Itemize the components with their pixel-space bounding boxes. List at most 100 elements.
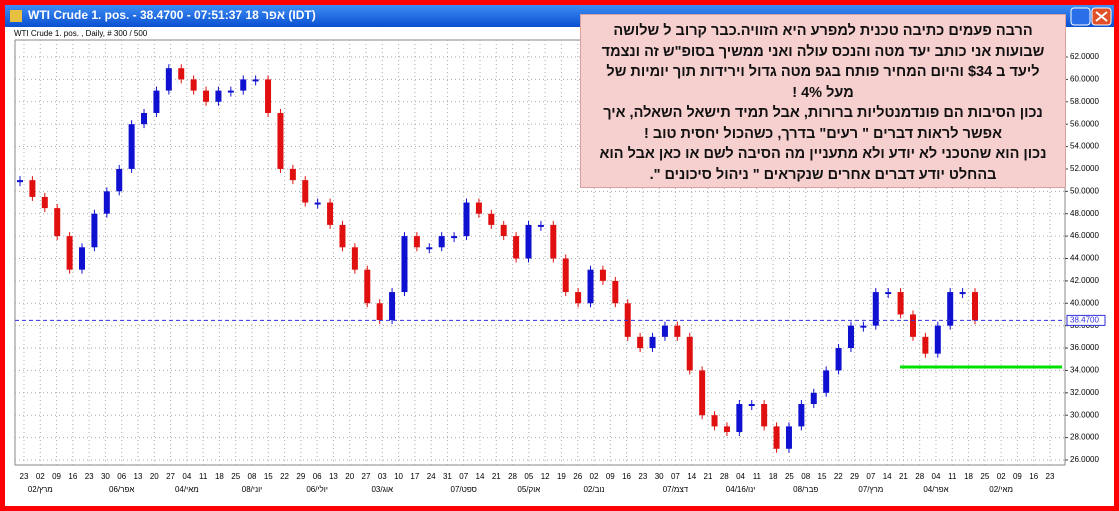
x-tick-label: 14 bbox=[476, 472, 485, 481]
y-tick-label: 46.0000 bbox=[1070, 231, 1099, 240]
x-tick-label: 02 bbox=[36, 472, 45, 481]
candle bbox=[860, 325, 867, 328]
x-tick-label: 05 bbox=[524, 472, 533, 481]
candle bbox=[265, 79, 272, 113]
candle bbox=[128, 124, 135, 169]
month-label: 04/אפר bbox=[923, 485, 948, 494]
restore-button[interactable] bbox=[1070, 7, 1091, 26]
candle bbox=[66, 236, 73, 270]
note-line: אפשר לראות דברים " רעים" בדרך, כשהכול יח… bbox=[644, 125, 1002, 142]
x-tick-label: 04 bbox=[182, 472, 191, 481]
candle bbox=[897, 292, 904, 315]
candle bbox=[922, 336, 929, 354]
note-line: שבועות אני כותב יעד מטה והנכס עולה ואני … bbox=[601, 43, 1045, 60]
candle bbox=[29, 180, 36, 197]
candle bbox=[389, 292, 396, 321]
candle bbox=[17, 180, 23, 183]
month-label: 06/אפר bbox=[109, 485, 134, 494]
note-line: ליעד ב $34 והיום המחיר פותח בגפ מטה גדול… bbox=[606, 64, 1040, 80]
candle bbox=[141, 112, 148, 125]
x-tick-label: 25 bbox=[231, 472, 240, 481]
candle bbox=[314, 202, 321, 205]
x-tick-label: 02 bbox=[590, 472, 599, 481]
candle bbox=[364, 269, 371, 304]
x-tick-label: 15 bbox=[264, 472, 273, 481]
y-tick-label: 58.0000 bbox=[1070, 97, 1099, 106]
candle bbox=[810, 392, 817, 404]
candle bbox=[438, 236, 445, 248]
candle bbox=[500, 224, 507, 237]
candle bbox=[525, 224, 532, 259]
y-tick-label: 62.0000 bbox=[1070, 52, 1099, 61]
candle bbox=[351, 247, 358, 270]
candle bbox=[153, 90, 160, 113]
x-tick-label: 23 bbox=[20, 472, 29, 481]
candle bbox=[413, 236, 420, 248]
x-tick-label: 25 bbox=[980, 472, 989, 481]
x-tick-label: 15 bbox=[818, 472, 827, 481]
y-tick-label: 28.0000 bbox=[1070, 433, 1099, 442]
candle bbox=[909, 314, 916, 337]
x-tick-label: 16 bbox=[68, 472, 77, 481]
month-label: 02/מרץ bbox=[28, 485, 53, 494]
x-tick-label: 22 bbox=[280, 472, 289, 481]
candle bbox=[872, 292, 879, 326]
y-tick-label: 48.0000 bbox=[1070, 209, 1099, 218]
candle bbox=[376, 303, 383, 321]
x-tick-label: 19 bbox=[557, 472, 566, 481]
candle bbox=[426, 247, 433, 250]
y-tick-label: 52.0000 bbox=[1070, 164, 1099, 173]
month-label: 03/אוג bbox=[371, 485, 393, 494]
candle bbox=[302, 180, 309, 203]
candle bbox=[587, 269, 594, 304]
y-tick-label: 56.0000 bbox=[1070, 119, 1099, 128]
candle bbox=[537, 224, 544, 227]
candle bbox=[339, 224, 346, 248]
candle bbox=[252, 79, 259, 82]
candle bbox=[661, 325, 668, 337]
x-tick-label: 27 bbox=[166, 472, 175, 481]
candle bbox=[711, 415, 718, 427]
current-price-box bbox=[1066, 314, 1106, 326]
candle bbox=[699, 370, 706, 416]
candle bbox=[178, 68, 185, 80]
month-label: 04/מאי bbox=[175, 485, 199, 494]
candle bbox=[41, 196, 48, 209]
x-tick-label: 22 bbox=[834, 472, 843, 481]
x-tick-label: 10 bbox=[394, 472, 403, 481]
candle bbox=[190, 79, 197, 91]
candle bbox=[562, 258, 569, 293]
x-tick-label: 26 bbox=[573, 472, 582, 481]
candle bbox=[215, 90, 222, 102]
x-tick-label: 07 bbox=[459, 472, 468, 481]
candle bbox=[748, 403, 755, 406]
candle bbox=[550, 224, 557, 259]
candle bbox=[327, 202, 334, 225]
month-label: 02/מאי bbox=[989, 485, 1013, 494]
x-tick-label: 18 bbox=[215, 472, 224, 481]
x-tick-label: 04 bbox=[736, 472, 745, 481]
candle bbox=[823, 370, 830, 393]
note-line: בהחלט יודע דברים אחרים שנקראים " ניהול ס… bbox=[649, 166, 997, 183]
candle bbox=[686, 336, 693, 371]
candle bbox=[723, 426, 730, 432]
x-tick-label: 07 bbox=[671, 472, 680, 481]
candle bbox=[277, 112, 284, 169]
x-tick-label: 09 bbox=[606, 472, 615, 481]
x-tick-label: 06 bbox=[313, 472, 322, 481]
candle bbox=[401, 236, 408, 293]
candle bbox=[773, 426, 780, 449]
candle bbox=[91, 213, 98, 248]
candle bbox=[475, 202, 482, 214]
candle bbox=[847, 325, 854, 349]
candle bbox=[649, 336, 656, 349]
x-tick-label: 23 bbox=[85, 472, 94, 481]
x-tick-label: 16 bbox=[1029, 472, 1038, 481]
y-tick-label: 50.0000 bbox=[1070, 186, 1099, 195]
x-tick-label: 24 bbox=[427, 472, 436, 481]
x-tick-label: 29 bbox=[296, 472, 305, 481]
candle bbox=[835, 348, 842, 371]
x-tick-label: 21 bbox=[492, 472, 501, 481]
x-tick-label: 28 bbox=[915, 472, 924, 481]
